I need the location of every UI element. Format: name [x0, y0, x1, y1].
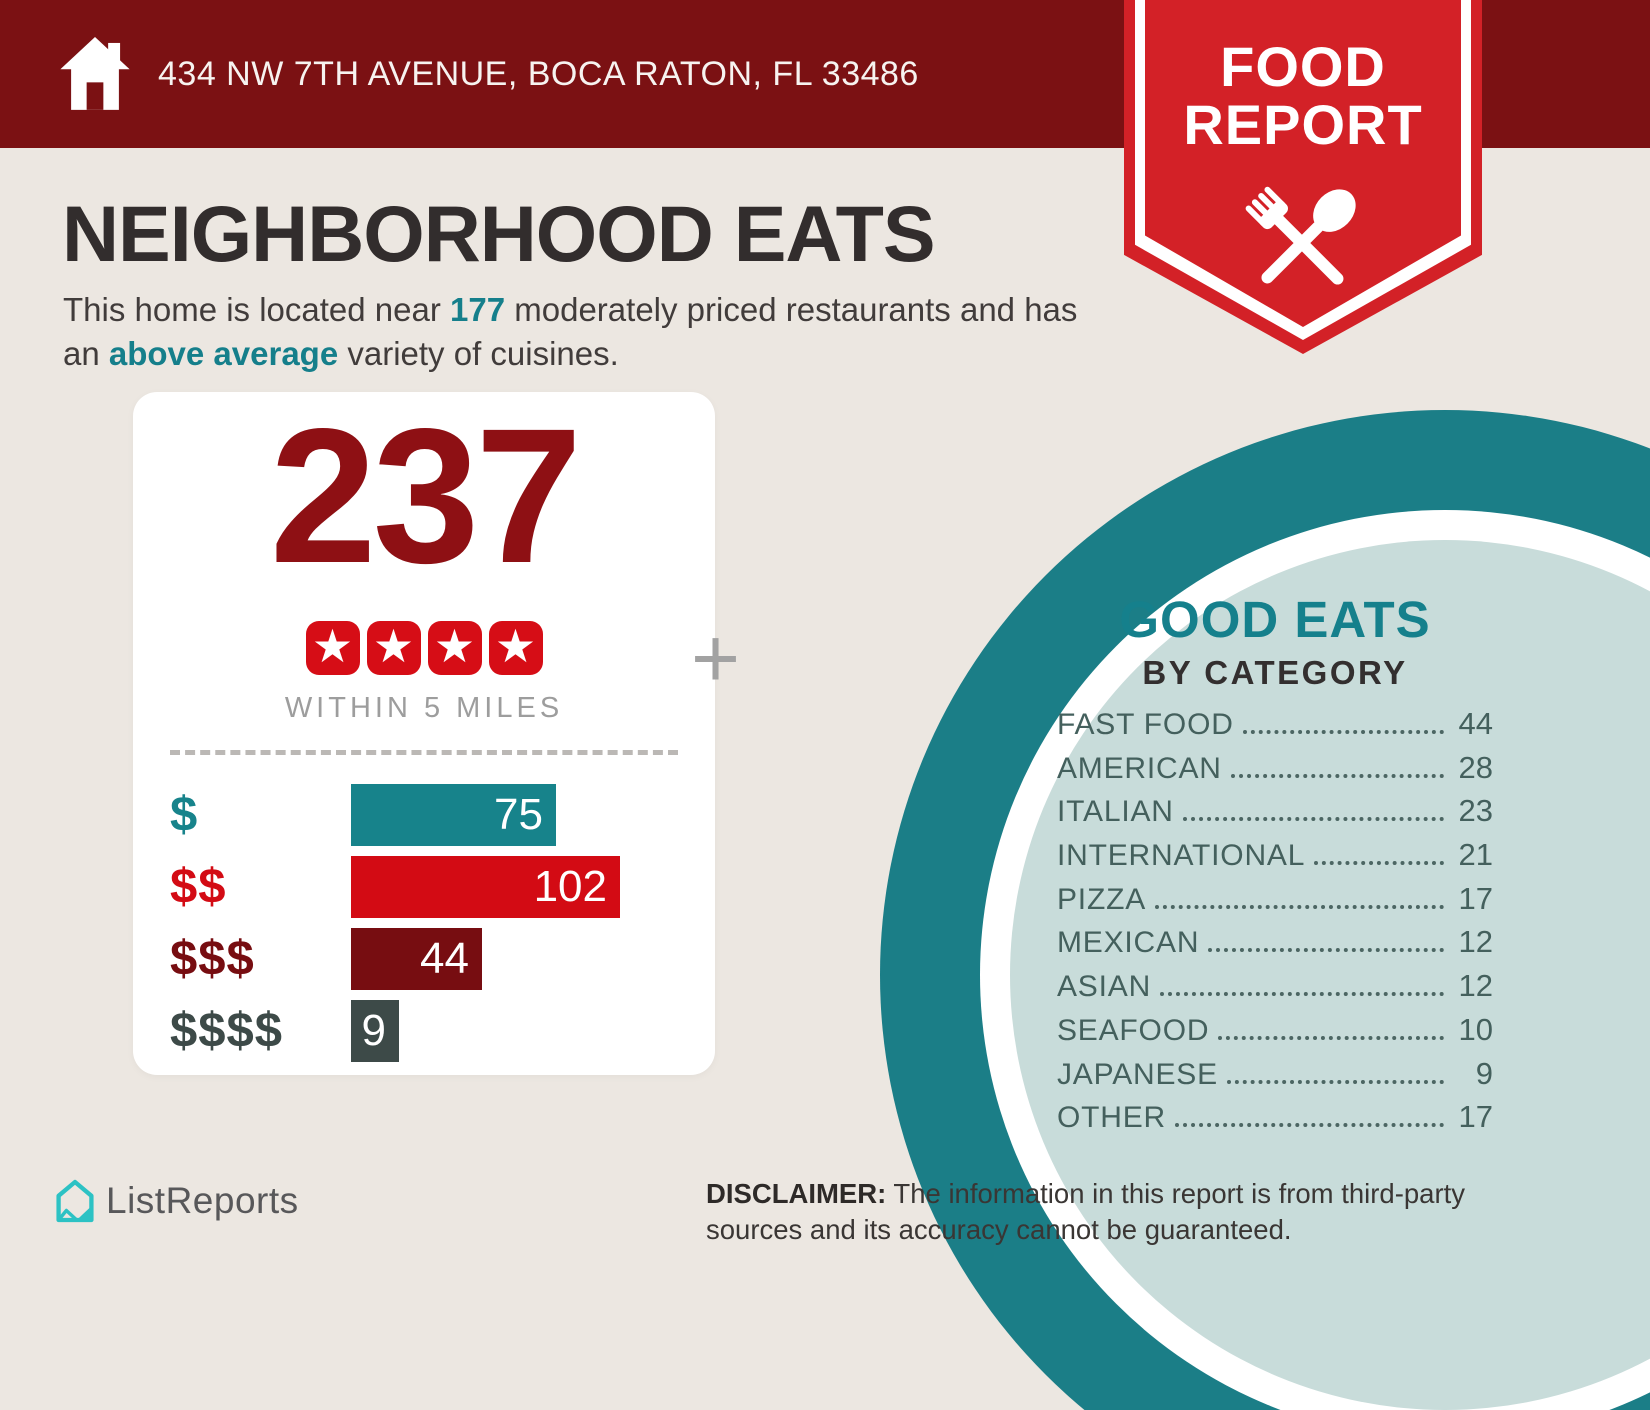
category-label: ITALIAN	[1057, 795, 1174, 829]
disclaimer: DISCLAIMER: The information in this repo…	[706, 1176, 1568, 1248]
good-eats-title: GOOD EATS	[1119, 591, 1431, 648]
brand-name: ListReports	[106, 1180, 299, 1221]
category-label: OTHER	[1057, 1101, 1166, 1135]
plus-icon: +	[691, 611, 741, 705]
category-row: FAST FOOD 44	[1057, 706, 1493, 750]
bar-row: $$ 102	[133, 856, 715, 918]
good-eats-subtitle: BY CATEGORY	[1142, 654, 1408, 691]
price-bar: 9	[351, 1000, 399, 1062]
category-row: AMERICAN 28	[1057, 750, 1493, 794]
category-label: FAST FOOD	[1057, 708, 1234, 741]
star-icon: ★	[366, 621, 421, 675]
bar-row: $$$ 44	[133, 928, 715, 990]
category-value: 28	[1458, 749, 1493, 785]
price-tier-label: $$$	[170, 932, 255, 986]
price-tier-label: $$$$	[170, 1004, 284, 1058]
category-row: JAPANESE 9	[1057, 1056, 1493, 1100]
ribbon-title-line1: FOOD	[1220, 35, 1386, 98]
dotted-leader	[1208, 948, 1444, 953]
ribbon-title-line2: REPORT	[1183, 93, 1423, 157]
food-report-ribbon: FOOD REPORT	[1124, 0, 1482, 354]
category-value: 17	[1458, 1099, 1493, 1135]
category-row: PIZZA 17	[1057, 881, 1493, 925]
subtitle-middle: moderately priced restaurants and has an	[63, 291, 1078, 372]
price-bar: 75	[351, 784, 556, 846]
category-value: 23	[1458, 793, 1493, 829]
dotted-leader	[1314, 861, 1444, 866]
variety-highlight: above average	[108, 334, 339, 372]
category-list: FAST FOOD 44 AMERICAN 28 ITALIAN 23 INTE…	[1057, 706, 1493, 1143]
category-row: ASIAN 12	[1057, 968, 1493, 1012]
category-row: SEAFOOD 10	[1057, 1012, 1493, 1056]
category-row: ITALIAN 23	[1057, 793, 1493, 837]
category-row: MEXICAN 12	[1057, 924, 1493, 968]
dotted-leader	[1155, 904, 1444, 909]
dotted-leader	[1226, 1079, 1444, 1084]
dotted-leader	[1218, 1035, 1444, 1040]
category-row: OTHER 17	[1057, 1099, 1493, 1143]
subtitle-prefix: This home is located near	[63, 291, 451, 328]
restaurant-count: 177	[450, 291, 506, 328]
category-value: 21	[1458, 837, 1493, 873]
dotted-leader	[1182, 817, 1444, 822]
price-tier-label: $$	[170, 860, 227, 914]
bar-value: 44	[420, 934, 469, 983]
category-label: SEAFOOD	[1057, 1013, 1210, 1047]
category-value: 12	[1458, 968, 1493, 1004]
star-icon: ★	[305, 621, 360, 675]
subtitle-suffix: variety of cuisines.	[338, 334, 619, 372]
category-label: ASIAN	[1057, 970, 1152, 1004]
brand-logo: ListReports	[56, 1178, 299, 1224]
category-label: JAPANESE	[1057, 1057, 1218, 1091]
page-subtitle: This home is located near 177 moderately…	[63, 288, 1098, 376]
price-bar-chart: $ 75 $$ 102 $$$ 44 $$$$ 9	[133, 784, 715, 1072]
address-text: 434 NW 7TH AVENUE, BOCA RATON, FL 33486	[158, 54, 919, 93]
disclaimer-text: The information in this report is from t…	[706, 1178, 1466, 1245]
disclaimer-label: DISCLAIMER:	[706, 1178, 887, 1209]
price-bar: 44	[351, 928, 482, 990]
dotted-leader	[1160, 992, 1444, 997]
category-label: PIZZA	[1057, 882, 1147, 916]
dotted-leader	[1230, 773, 1444, 778]
category-value: 44	[1458, 706, 1493, 741]
category-value: 10	[1458, 1011, 1493, 1047]
price-tier-label: $	[170, 788, 199, 842]
star-rating: ★ ★ ★ ★	[133, 621, 715, 675]
category-value: 17	[1458, 880, 1493, 916]
home-icon	[60, 36, 130, 110]
dotted-leader	[1175, 1123, 1444, 1128]
star-icon: ★	[488, 621, 543, 675]
bar-row: $$$$ 9	[133, 1000, 715, 1062]
category-row: INTERNATIONAL 21	[1057, 837, 1493, 881]
category-value: 12	[1458, 924, 1493, 960]
category-label: INTERNATIONAL	[1057, 839, 1306, 873]
star-icon: ★	[427, 621, 482, 675]
listreports-house-icon	[56, 1179, 94, 1223]
ribbon-title: FOOD REPORT	[1124, 35, 1482, 157]
dashed-divider	[170, 750, 678, 755]
price-bar: 102	[351, 856, 620, 918]
good-eats-heading: GOOD EATS BY CATEGORY	[1040, 590, 1510, 692]
category-label: AMERICAN	[1057, 751, 1222, 785]
bar-row: $ 75	[133, 784, 715, 846]
category-value: 9	[1475, 1055, 1493, 1091]
bar-value: 9	[361, 1006, 386, 1055]
crossed-spoon-fork-icon	[1245, 186, 1356, 285]
radius-label: WITHIN 5 MILES	[284, 692, 564, 724]
page-title: NEIGHBORHOOD EATS	[62, 189, 936, 278]
total-count: 237	[269, 388, 582, 603]
bar-value: 102	[533, 862, 607, 911]
bar-value: 75	[494, 790, 543, 839]
category-label: MEXICAN	[1057, 926, 1200, 960]
dotted-leader	[1242, 730, 1444, 734]
restaurant-count-card: 237 ★ ★ ★ ★ + WITHIN 5 MILES $ 75 $$ 102…	[133, 388, 740, 1075]
